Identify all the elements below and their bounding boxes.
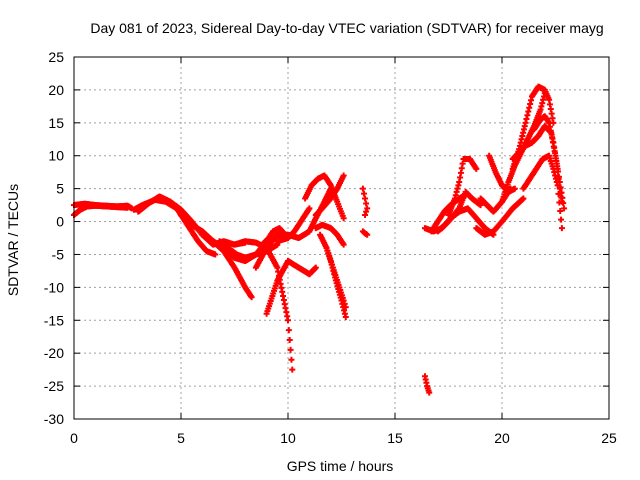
data-point: [473, 165, 480, 172]
data-series-arc-l: [259, 225, 291, 248]
data-point: [552, 150, 559, 157]
data-point: [285, 235, 291, 241]
y-tick-label: -10: [44, 279, 64, 295]
data-series-arc-af: [531, 113, 565, 205]
data-point: [342, 313, 349, 320]
data-point: [306, 205, 313, 212]
data-point: [342, 304, 349, 311]
data-series-arc-k: [274, 205, 313, 245]
data-point: [511, 185, 518, 192]
data-point: [287, 346, 294, 353]
x-tick-label: 5: [177, 430, 185, 446]
data-point: [558, 198, 565, 205]
y-tick-label: 20: [48, 82, 64, 98]
axis-ticks: 0 5 10 15 20 25 -30 -25 -20 -15 -10 -5 0 5 10 15 20 25: [44, 49, 617, 446]
data-series-arc-n: [312, 172, 347, 218]
data-series-arc-o: [312, 221, 347, 248]
data-series-arc-ae: [520, 152, 565, 232]
data-point: [359, 185, 366, 192]
data-point: [285, 317, 291, 324]
data-point: [360, 190, 367, 197]
data-series-arc-x: [445, 156, 480, 218]
data-point: [553, 160, 560, 167]
x-tick-label: 10: [280, 430, 296, 446]
data-point: [362, 195, 369, 202]
data-point: [561, 205, 568, 212]
data-point: [558, 216, 565, 223]
data-point: [341, 300, 348, 307]
y-tick-label: 5: [56, 181, 64, 197]
chart-title: Day 081 of 2023, Sidereal Day-to-day VTE…: [90, 20, 603, 36]
data-series-arc-q: [323, 244, 349, 311]
y-axis-label: SDTVAR / TECUs: [5, 184, 21, 296]
data-series-arc-d: [130, 196, 219, 258]
data-point: [340, 215, 347, 222]
y-tick-label: -5: [52, 246, 65, 262]
data-point: [340, 241, 347, 248]
data-point: [426, 389, 433, 396]
data-point: [477, 202, 484, 209]
y-tick-label: -15: [44, 312, 64, 328]
plot-frame: [73, 56, 610, 420]
data-point: [362, 211, 369, 218]
x-tick-label: 15: [387, 430, 403, 446]
data-series-arc-w: [434, 188, 484, 235]
y-tick-label: 10: [48, 148, 64, 164]
data-point: [558, 225, 565, 232]
data-point: [551, 144, 558, 151]
data-point: [248, 294, 255, 301]
data-series-arc-b: [71, 202, 131, 218]
data-point: [289, 366, 296, 373]
data-point: [555, 175, 562, 182]
data-point: [363, 200, 370, 207]
data-point: [520, 195, 527, 202]
y-tick-label: -20: [44, 345, 64, 361]
data-point: [286, 337, 293, 344]
y-tick-label: 25: [48, 49, 64, 65]
data-point: [312, 264, 319, 271]
x-axis-label: GPS time / hours: [287, 458, 394, 474]
y-tick-label: -25: [44, 378, 64, 394]
data-series-arc-s: [359, 228, 371, 238]
data-point: [212, 251, 219, 258]
data-series-arc-r: [359, 185, 371, 218]
data-point: [550, 139, 557, 146]
data-point: [340, 297, 347, 304]
y-tick-label: -30: [44, 411, 64, 427]
data-series-arc-m: [302, 172, 347, 222]
data-point: [124, 204, 131, 211]
y-tick-label: 0: [56, 214, 64, 230]
data-point: [363, 208, 370, 215]
data-point: [285, 327, 292, 334]
x-tick-label: 25: [601, 430, 617, 446]
data-series-arc-y: [473, 195, 527, 238]
x-tick-label: 20: [494, 430, 510, 446]
data-point: [557, 208, 564, 215]
data-series-arc-t: [421, 373, 433, 396]
y-tick-label: 15: [48, 115, 64, 131]
data-points: [71, 83, 568, 396]
data-series-arc-j: [263, 258, 319, 317]
data-point: [364, 205, 371, 212]
data-point: [554, 182, 561, 189]
x-tick-label: 0: [70, 430, 78, 446]
data-point: [364, 231, 371, 238]
data-point: [552, 155, 559, 162]
data-point: [288, 356, 295, 363]
data-point: [554, 165, 561, 172]
data-point: [340, 172, 347, 179]
